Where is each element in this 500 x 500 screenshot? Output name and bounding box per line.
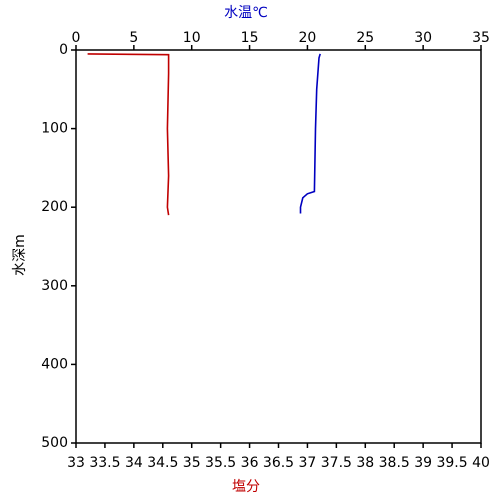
- x-tick-label: 35.5: [205, 455, 236, 471]
- x-tick-label: 36.5: [263, 455, 294, 471]
- x-tick-label: 37: [299, 455, 317, 471]
- y-tick-label: 400: [41, 356, 68, 372]
- x-tick-label: 35: [183, 455, 201, 471]
- y-tick-label: 0: [59, 42, 68, 58]
- x-tick-label: 40: [472, 455, 490, 471]
- x2-tick-label: 20: [299, 30, 317, 46]
- x-tick-label: 39: [414, 455, 432, 471]
- x2-axis-label: 水温℃: [224, 5, 268, 21]
- x-tick-label: 34.5: [147, 455, 178, 471]
- x-tick-label: 33.5: [89, 455, 120, 471]
- y-tick-label: 500: [41, 435, 68, 451]
- x2-tick-label: 35: [472, 30, 490, 46]
- x-tick-label: 36: [241, 455, 259, 471]
- profile-line: [299, 53, 321, 214]
- plot-frame: [75, 49, 482, 444]
- x2-tick-label: 10: [183, 30, 201, 46]
- x-tick-label: 38.5: [379, 455, 410, 471]
- profile-line: [87, 53, 170, 216]
- x-tick-label: 34: [125, 455, 143, 471]
- x2-tick-label: 5: [129, 30, 138, 46]
- y-tick-label: 100: [41, 121, 68, 137]
- x2-tick-label: 30: [414, 30, 432, 46]
- x-axis-label: 塩分: [232, 479, 260, 495]
- x-tick-label: 38: [356, 455, 374, 471]
- x2-tick-label: 25: [356, 30, 374, 46]
- y-axis-label: 水深m: [12, 234, 28, 276]
- y-tick-label: 300: [41, 278, 68, 294]
- x-tick-label: 33: [67, 455, 85, 471]
- x-tick-label: 37.5: [321, 455, 352, 471]
- x-tick-label: 39.5: [436, 455, 467, 471]
- y-tick-label: 200: [41, 199, 68, 215]
- x2-tick-label: 15: [241, 30, 259, 46]
- x2-tick-label: 0: [72, 30, 81, 46]
